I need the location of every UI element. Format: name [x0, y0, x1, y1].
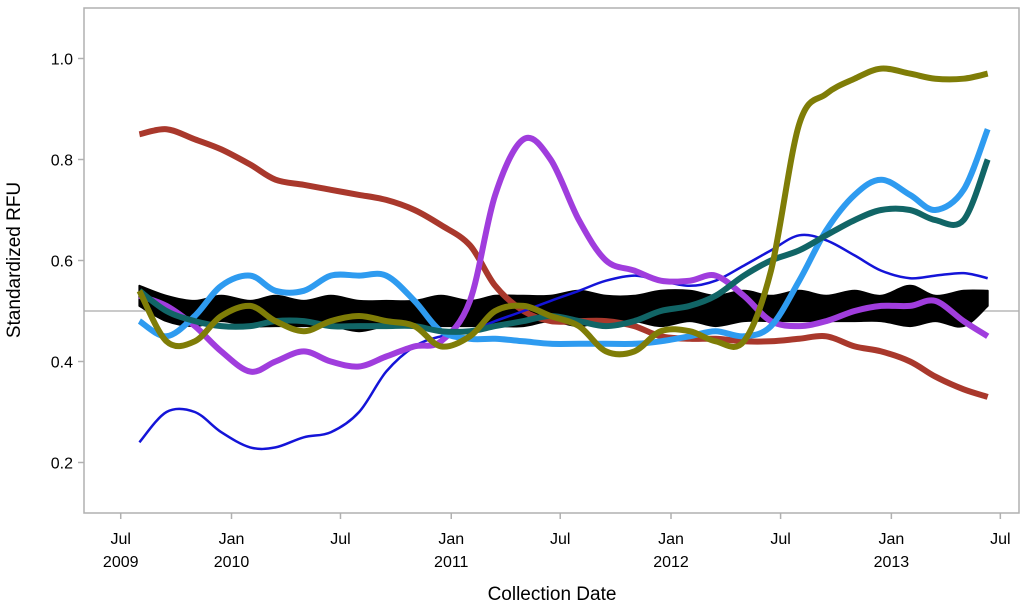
y-tick-label: 0.2	[51, 456, 73, 473]
y-tick-label: 0.4	[51, 355, 73, 372]
y-axis-title: Standardized RFU	[4, 182, 25, 338]
series-line-3	[138, 134, 990, 375]
x-tick-label: Jan	[658, 531, 684, 548]
y-tick-label: 1.0	[51, 52, 73, 69]
series-line-6	[136, 65, 989, 358]
x-tick-year-label: 2011	[434, 554, 469, 571]
x-axis-title: Collection Date	[488, 584, 617, 605]
x-tick-year-label: 2013	[874, 554, 910, 571]
y-tick-label: 0.6	[51, 254, 73, 271]
y-axis: 0.2 0.4 0.6 0.8 1.0	[51, 52, 84, 473]
y-tick-label: 0.8	[51, 153, 73, 170]
x-tick-label: Jul	[110, 531, 130, 548]
x-tick-label: Jul	[550, 531, 570, 548]
x-tick-year-label: 2012	[653, 554, 689, 571]
x-tick-label: Jul	[990, 531, 1010, 548]
series-layer	[136, 65, 991, 451]
series-line-2	[138, 233, 988, 451]
x-tick-label: Jan	[878, 531, 904, 548]
x-axis: Jul 2009 Jan 2010 Jul Jan 2011 Jul Jan 2012 Jul Jan…	[103, 513, 1011, 571]
x-tick-label: Jan	[438, 531, 464, 548]
x-tick-year-label: 2009	[103, 554, 139, 571]
x-tick-label: Jan	[219, 531, 245, 548]
series-line-4	[137, 128, 991, 347]
x-tick-year-label: 2010	[214, 554, 250, 571]
x-tick-label: Jul	[330, 531, 350, 548]
x-tick-label: Jul	[770, 531, 790, 548]
